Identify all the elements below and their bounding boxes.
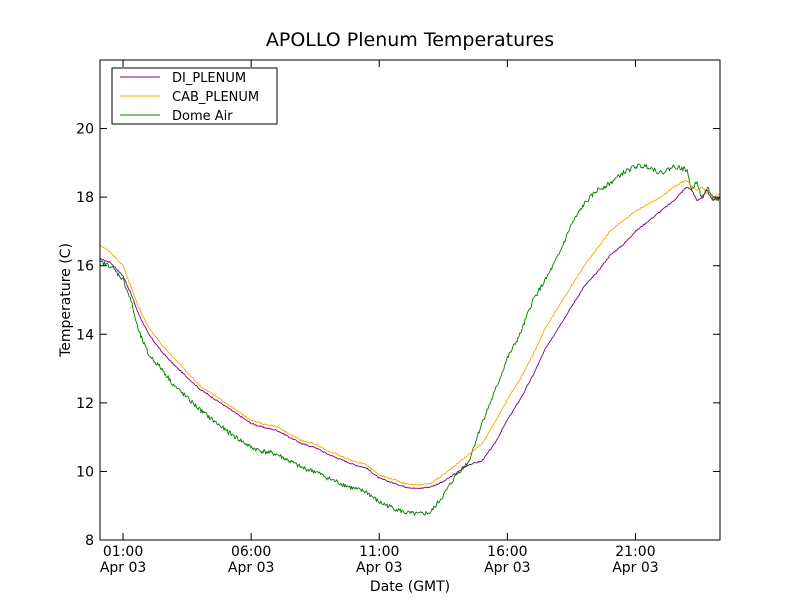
y-tick-label: 20 bbox=[76, 122, 94, 138]
legend-label-di-plenum: DI_PLENUM bbox=[172, 71, 246, 86]
plot-frame bbox=[99, 59, 721, 541]
y-tick-label: 16 bbox=[76, 259, 94, 275]
y-tick-label: 18 bbox=[76, 190, 94, 206]
y-axis-title: Temperature (C) bbox=[58, 243, 74, 358]
legend-label-cab-plenum: CAB_PLENUM bbox=[172, 90, 259, 105]
series-layer bbox=[99, 163, 721, 516]
legend-label-dome-air: Dome Air bbox=[172, 109, 233, 124]
x-tick-label-date: Apr 03 bbox=[228, 560, 274, 576]
plot-area bbox=[100, 60, 720, 540]
legend: DI_PLENUM CAB_PLENUM Dome Air bbox=[111, 67, 278, 125]
x-axis-title: Date (GMT) bbox=[370, 579, 450, 595]
x-tick-label-date: Apr 03 bbox=[100, 560, 146, 576]
x-tick-label-date: Apr 03 bbox=[356, 560, 402, 576]
chart-title: APOLLO Plenum Temperatures bbox=[266, 29, 554, 51]
x-tick-label-date: Apr 03 bbox=[484, 560, 530, 576]
y-tick-label: 12 bbox=[76, 396, 94, 412]
x-tick-label-time: 16:00 bbox=[487, 544, 527, 560]
x-tick-label-time: 21:00 bbox=[615, 544, 655, 560]
x-tick-label-time: 06:00 bbox=[231, 544, 271, 560]
series-line-cab-plenum bbox=[99, 179, 721, 486]
series-line-di-plenum bbox=[99, 186, 721, 490]
series-line-dome-air bbox=[99, 163, 721, 516]
y-tick-label: 14 bbox=[76, 327, 94, 343]
x-tick-label-time: 01:00 bbox=[103, 544, 143, 560]
y-tick-label: 8 bbox=[85, 533, 94, 549]
x-tick-label-time: 11:00 bbox=[359, 544, 399, 560]
y-tick-label: 10 bbox=[76, 464, 94, 480]
x-tick-label-date: Apr 03 bbox=[612, 560, 658, 576]
